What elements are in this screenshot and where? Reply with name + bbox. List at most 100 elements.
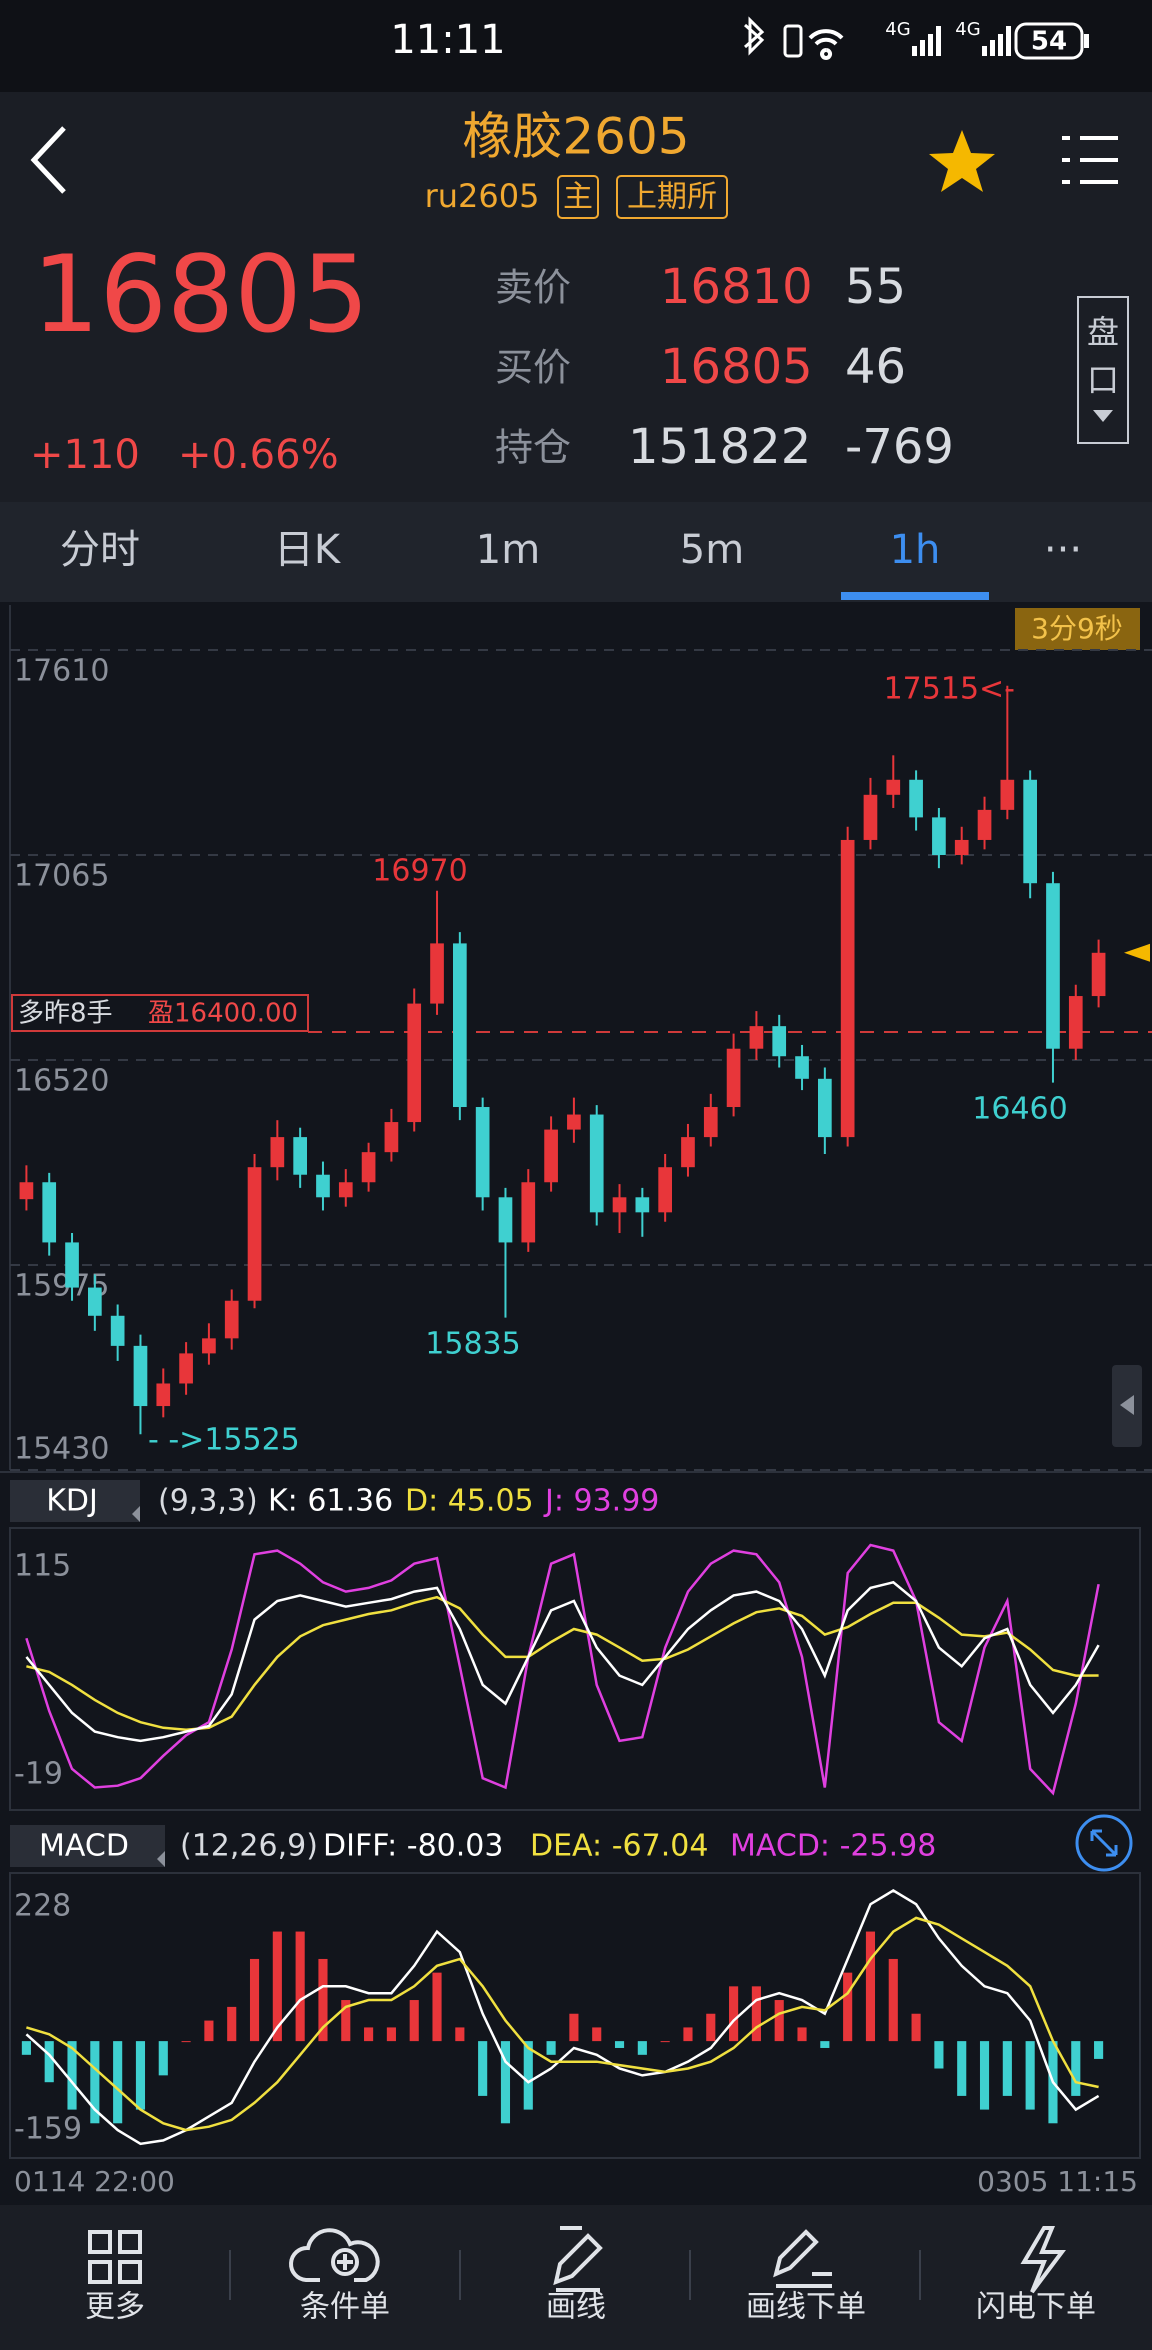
macd-bar (957, 2041, 967, 2096)
candle-body (19, 1182, 34, 1200)
battery (1014, 22, 1084, 60)
macd-button[interactable] (10, 1825, 165, 1867)
candle-body (475, 1107, 490, 1198)
candle-body (430, 943, 444, 1004)
order-book-button[interactable] (1077, 296, 1129, 444)
candle-body (521, 1182, 536, 1243)
candle-body (179, 1353, 193, 1384)
candle-body (133, 1345, 148, 1407)
tag: 主 (563, 180, 593, 215)
menu-button[interactable] (1062, 136, 1118, 184)
y-tick-label: 17065 (14, 859, 109, 894)
network-label: 4G (955, 19, 980, 40)
candle-body (453, 943, 467, 1108)
last-price-marker (1124, 943, 1150, 962)
candle-body (224, 1300, 239, 1339)
legend-label: DEA: -67.04 (530, 1829, 708, 1864)
macd-bar (67, 2041, 77, 2110)
macd-bar (295, 1931, 305, 2042)
macd-bar (843, 1972, 853, 2042)
y-tick-label: 115 (14, 1549, 71, 1584)
nav-label[interactable]: 画线 (546, 2290, 606, 2325)
macd-bar (934, 2041, 944, 2069)
macd-bar (706, 2013, 716, 2042)
nav-label[interactable]: 画线下单 (746, 2290, 866, 2325)
y-tick-label: -19 (14, 1757, 63, 1792)
macd-bar (637, 2041, 647, 2055)
macd-bar (1025, 2041, 1035, 2110)
indicator-button: MACD (39, 1829, 129, 1864)
candle-body (1023, 779, 1037, 884)
annotation: 16970 (372, 854, 467, 889)
back-button[interactable] (30, 126, 66, 194)
position-label: 多昨8手 (18, 999, 113, 1029)
tab[interactable]: 日K (274, 527, 342, 573)
book-price: 151822 (628, 419, 811, 475)
macd-bar (318, 1958, 328, 2042)
change: +110 (30, 432, 140, 478)
side-button-text: 口 (1087, 361, 1119, 399)
nav-icons (88, 2226, 1066, 2294)
macd-bar (614, 2041, 625, 2048)
macd-bar (386, 2027, 396, 2042)
indicator-button: KDJ (46, 1484, 98, 1519)
title: 橡胶2605 (462, 108, 689, 166)
position-box (11, 994, 309, 1032)
candle-body (818, 1078, 832, 1138)
tag-box (557, 175, 599, 219)
tab[interactable]: 分时 (60, 527, 140, 573)
candle-body (1046, 883, 1060, 1049)
book-size: 55 (845, 259, 906, 315)
tab[interactable]: ··· (1044, 527, 1082, 573)
candle-body (42, 1182, 57, 1243)
book-size: -769 (845, 419, 954, 475)
panel-frame (9, 1527, 1141, 1811)
candle-body (498, 1197, 513, 1243)
nav-separators (229, 2250, 921, 2300)
candle-body (658, 1167, 672, 1213)
macd-bar (1094, 2041, 1104, 2059)
macd-bar (1002, 2041, 1012, 2096)
macd-bar (478, 2041, 488, 2096)
macd-bar (660, 2041, 670, 2043)
macd-bar (820, 2041, 830, 2048)
legend-label: D: 45.05 (405, 1484, 534, 1519)
macd-bar (181, 2041, 191, 2043)
macd-bar (979, 2041, 990, 2110)
candle-body (110, 1315, 125, 1346)
candle-body (407, 1003, 422, 1123)
book-price: 16810 (660, 259, 813, 315)
book-size: 46 (845, 339, 906, 395)
nav-label[interactable]: 闪电下单 (976, 2290, 1096, 2325)
tab[interactable]: 1h (890, 527, 941, 573)
kdj-button[interactable] (10, 1480, 140, 1522)
expand-button[interactable] (1075, 1814, 1133, 1872)
candle-body (681, 1137, 695, 1168)
tab[interactable]: 1m (476, 527, 540, 573)
tab[interactable]: 5m (680, 527, 744, 573)
side-button-arrow (1093, 410, 1113, 422)
y-tick-label: 17610 (14, 654, 109, 689)
macd-bar (729, 1986, 739, 2042)
time-start: 0114 22:00 (14, 2165, 175, 2198)
candle-body (635, 1197, 650, 1213)
y-tick-label: 228 (14, 1889, 71, 1924)
annotation: 16460 (972, 1092, 1067, 1127)
nav-label[interactable]: 条件单 (300, 2290, 390, 2325)
nav-label[interactable]: 更多 (85, 2290, 145, 2325)
macd-bar (683, 2027, 693, 2042)
macd-bar (113, 2041, 123, 2124)
candle-body (1068, 996, 1083, 1049)
macd-bar (90, 2041, 100, 2124)
candle-body (977, 809, 992, 840)
macd-bar (135, 2041, 146, 2110)
macd-bar (911, 2013, 921, 2042)
collapse-arrow (1120, 1395, 1134, 1415)
side-button-text: 盘 (1087, 313, 1119, 351)
macd-bar (432, 1972, 442, 2042)
favorite-star[interactable] (929, 130, 995, 192)
candle-body (338, 1182, 353, 1198)
candle-body (909, 779, 923, 818)
candle-body (247, 1167, 262, 1301)
